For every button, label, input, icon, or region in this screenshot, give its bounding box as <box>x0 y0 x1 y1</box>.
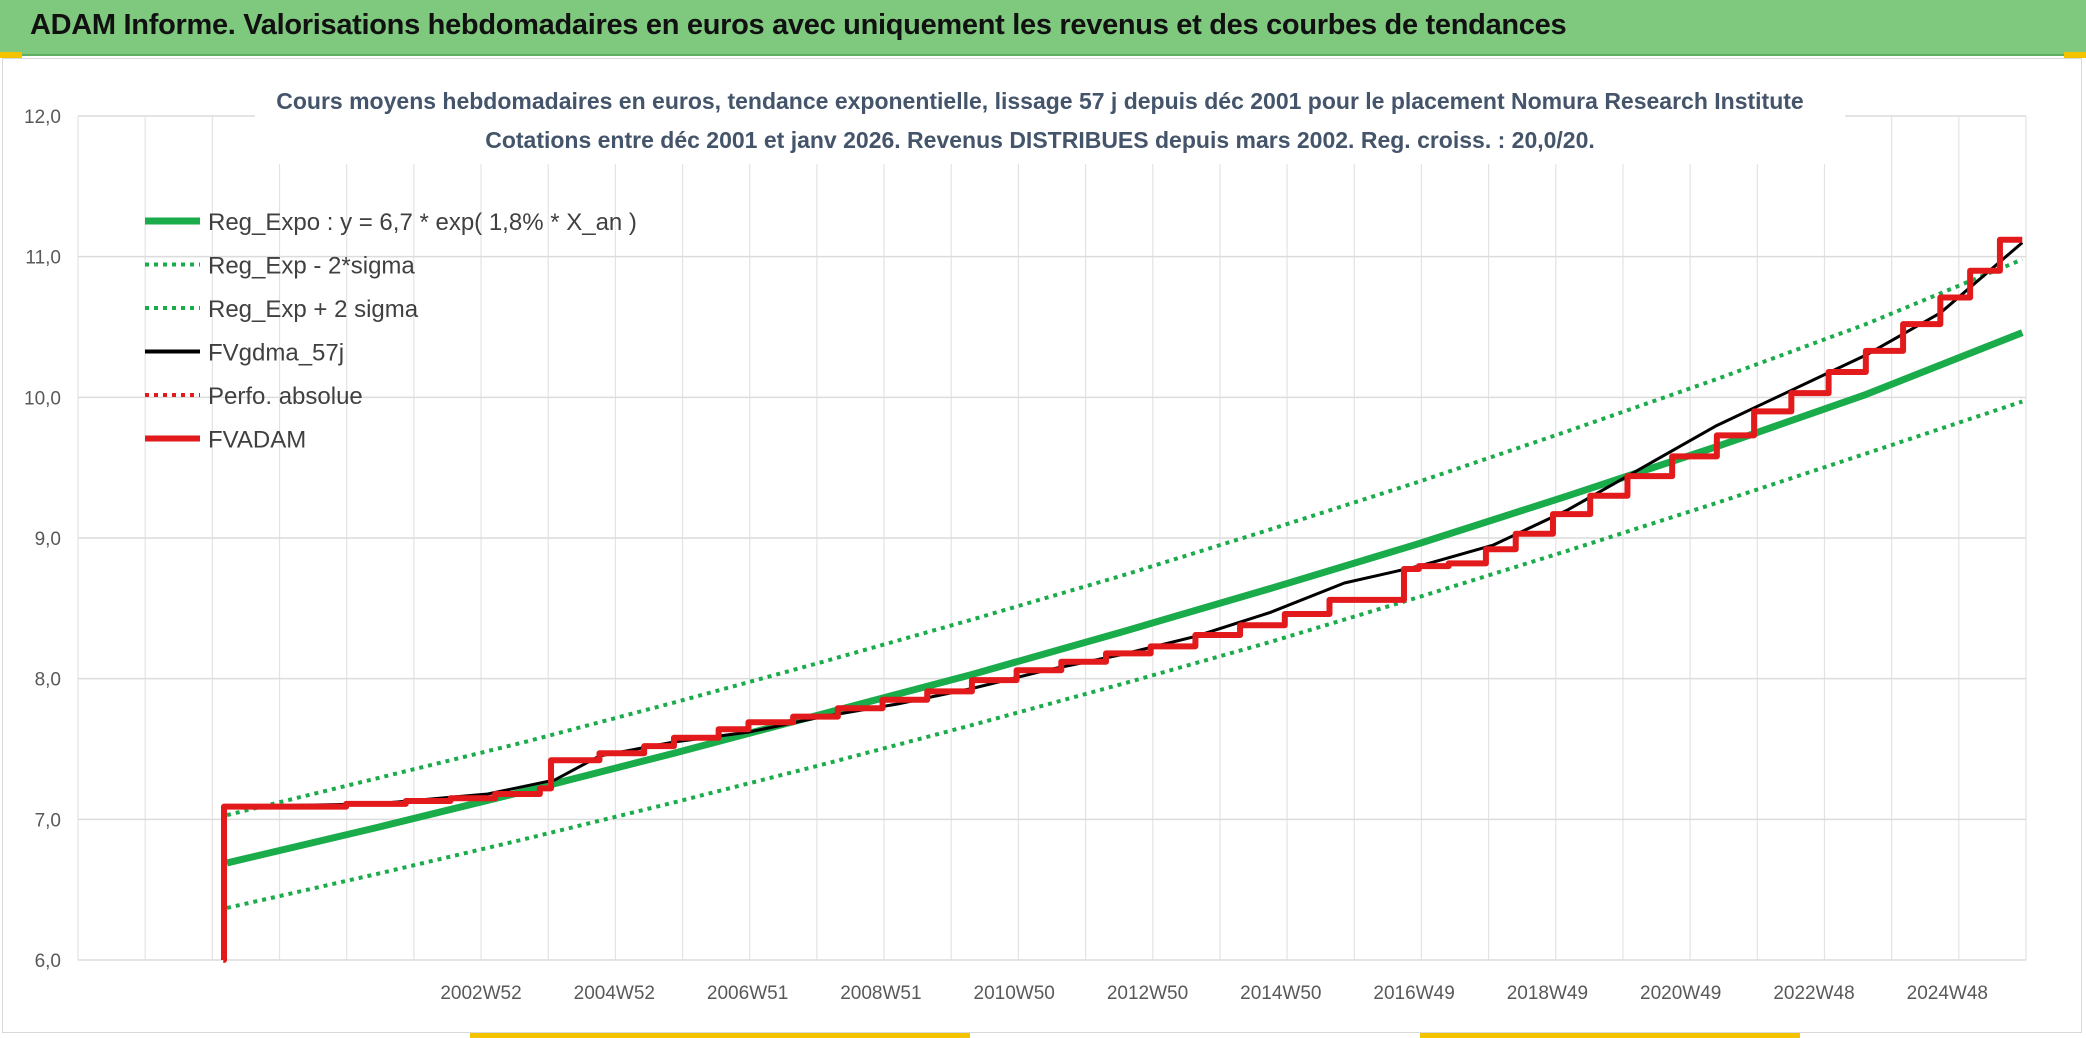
x-tick-label: 2014W50 <box>1240 983 1321 1004</box>
x-tick-label: 2016W49 <box>1373 983 1454 1004</box>
x-tick-label: 2010W50 <box>974 983 1055 1004</box>
x-tick-label: 2020W49 <box>1640 983 1721 1004</box>
bottom-accent-left <box>470 1033 970 1038</box>
corner-mark-right <box>2064 52 2086 58</box>
series-line-1 <box>226 399 2023 910</box>
x-tick-label: 2004W52 <box>574 983 655 1004</box>
legend: Reg_Expo : y = 6,7 * exp( 1,8% * X_an ) R… <box>145 209 637 454</box>
legend-label: Perfo. absolue <box>208 383 363 410</box>
y-tick-label: 7,0 <box>35 810 61 831</box>
report-title: ADAM Informe. Valorisations hebdomadaire… <box>30 9 1567 41</box>
bottom-accent-right <box>1420 1033 1800 1038</box>
data-series <box>221 236 2024 963</box>
legend-label: FVADAM <box>208 427 306 454</box>
y-tick-label: 6,0 <box>35 951 61 972</box>
y-tick-label: 11,0 <box>25 248 61 269</box>
chart-title-line-2: Cotations entre déc 2001 et janv 2026. R… <box>485 127 1595 153</box>
series-line-5 <box>221 236 2023 963</box>
chart-title-line-1: Cours moyens hebdomadaires en euros, ten… <box>276 88 1803 114</box>
x-axis-labels: 2002W52 2004W52 2006W51 2008W51 2010W50 2012W… <box>440 983 1988 1004</box>
x-tick-label: 2002W52 <box>440 983 521 1004</box>
y-axis-labels: 6,0 7,0 8,0 9,0 10,0 11,0 12,0 <box>24 107 61 972</box>
y-tick-label: 9,0 <box>35 529 61 550</box>
x-tick-label: 2012W50 <box>1107 983 1188 1004</box>
x-tick-label: 2006W51 <box>707 983 788 1004</box>
x-tick-label: 2024W48 <box>1907 983 1988 1004</box>
series-line-2 <box>226 257 2024 818</box>
grid <box>77 115 2027 961</box>
corner-mark-left <box>0 52 22 58</box>
chart-title-background <box>255 80 1845 164</box>
series-line-3 <box>226 241 2024 809</box>
legend-label: Reg_Exp - 2*sigma <box>208 253 415 280</box>
chart-frame <box>2 58 2082 1033</box>
y-tick-label: 8,0 <box>35 670 61 691</box>
x-tick-label: 2008W51 <box>840 983 921 1004</box>
report-banner: ADAM Informe. Valorisations hebdomadaire… <box>0 0 2086 56</box>
legend-label: Reg_Expo : y = 6,7 * exp( 1,8% * X_an ) <box>208 209 637 236</box>
legend-label: FVgdma_57j <box>208 340 344 367</box>
y-tick-label: 12,0 <box>24 107 61 128</box>
legend-label: Reg_Exp + 2 sigma <box>208 296 419 323</box>
y-tick-label: 10,0 <box>24 388 61 409</box>
x-tick-label: 2022W48 <box>1773 983 1854 1004</box>
x-tick-label: 2018W49 <box>1507 983 1588 1004</box>
